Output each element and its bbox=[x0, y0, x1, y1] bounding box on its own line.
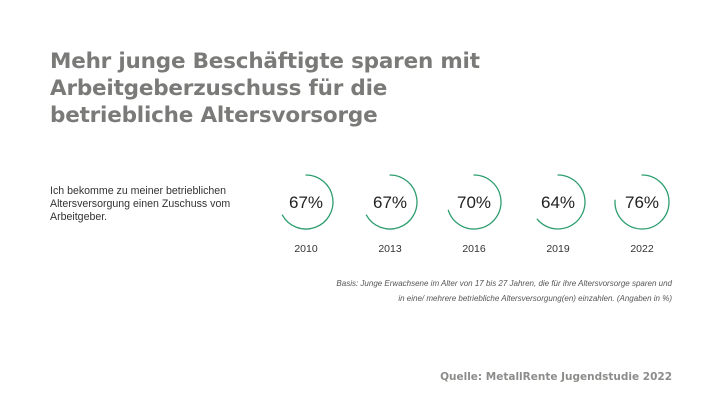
source-note: Quelle: MetallRente Jugendstudie 2022 bbox=[440, 371, 672, 383]
title-line-2: Arbeitgeberzuschuss für die bbox=[50, 76, 388, 101]
year-label-2010: 2010 bbox=[294, 243, 318, 255]
title-line-3: betriebliche Altersvorsorge bbox=[50, 103, 378, 128]
survey-statement: Ich bekomme zu meiner betrieblichen Alte… bbox=[50, 185, 265, 223]
year-label-2019: 2019 bbox=[546, 243, 570, 255]
value-label-2022: 76% bbox=[625, 193, 659, 212]
year-label-2016: 2016 bbox=[462, 243, 486, 255]
value-label-2019: 64% bbox=[541, 193, 575, 212]
value-label-2013: 67% bbox=[373, 193, 407, 212]
basis-line-2: in eine/ mehrere betriebliche Altersvers… bbox=[398, 294, 672, 303]
progress-ring-2022 bbox=[614, 174, 670, 230]
year-label-2013: 2013 bbox=[378, 243, 402, 255]
statement-line-2: Altersversorgung einen Zuschuss vom bbox=[50, 197, 231, 210]
title-line-1: Mehr junge Beschäftigte sparen mit bbox=[50, 49, 480, 74]
basis-note: Basis: Junge Erwachsene im Alter von 17 … bbox=[252, 276, 672, 306]
statement-line-1: Ich bekomme zu meiner betrieblichen bbox=[50, 185, 227, 197]
progress-ring-2016 bbox=[447, 174, 502, 230]
year-label-2022: 2022 bbox=[630, 243, 654, 255]
page-title: Mehr junge Beschäftigte sparen mit Arbei… bbox=[50, 48, 570, 129]
statement-line-3: Arbeitgeber. bbox=[50, 210, 108, 223]
progress-ring-2013 bbox=[365, 174, 418, 230]
progress-ring-2019 bbox=[536, 174, 586, 230]
progress-ring-2010 bbox=[281, 174, 334, 230]
basis-line-1: Basis: Junge Erwachsene im Alter von 17 … bbox=[336, 279, 672, 288]
value-label-2010: 67% bbox=[289, 193, 323, 212]
value-label-2016: 70% bbox=[457, 193, 491, 212]
